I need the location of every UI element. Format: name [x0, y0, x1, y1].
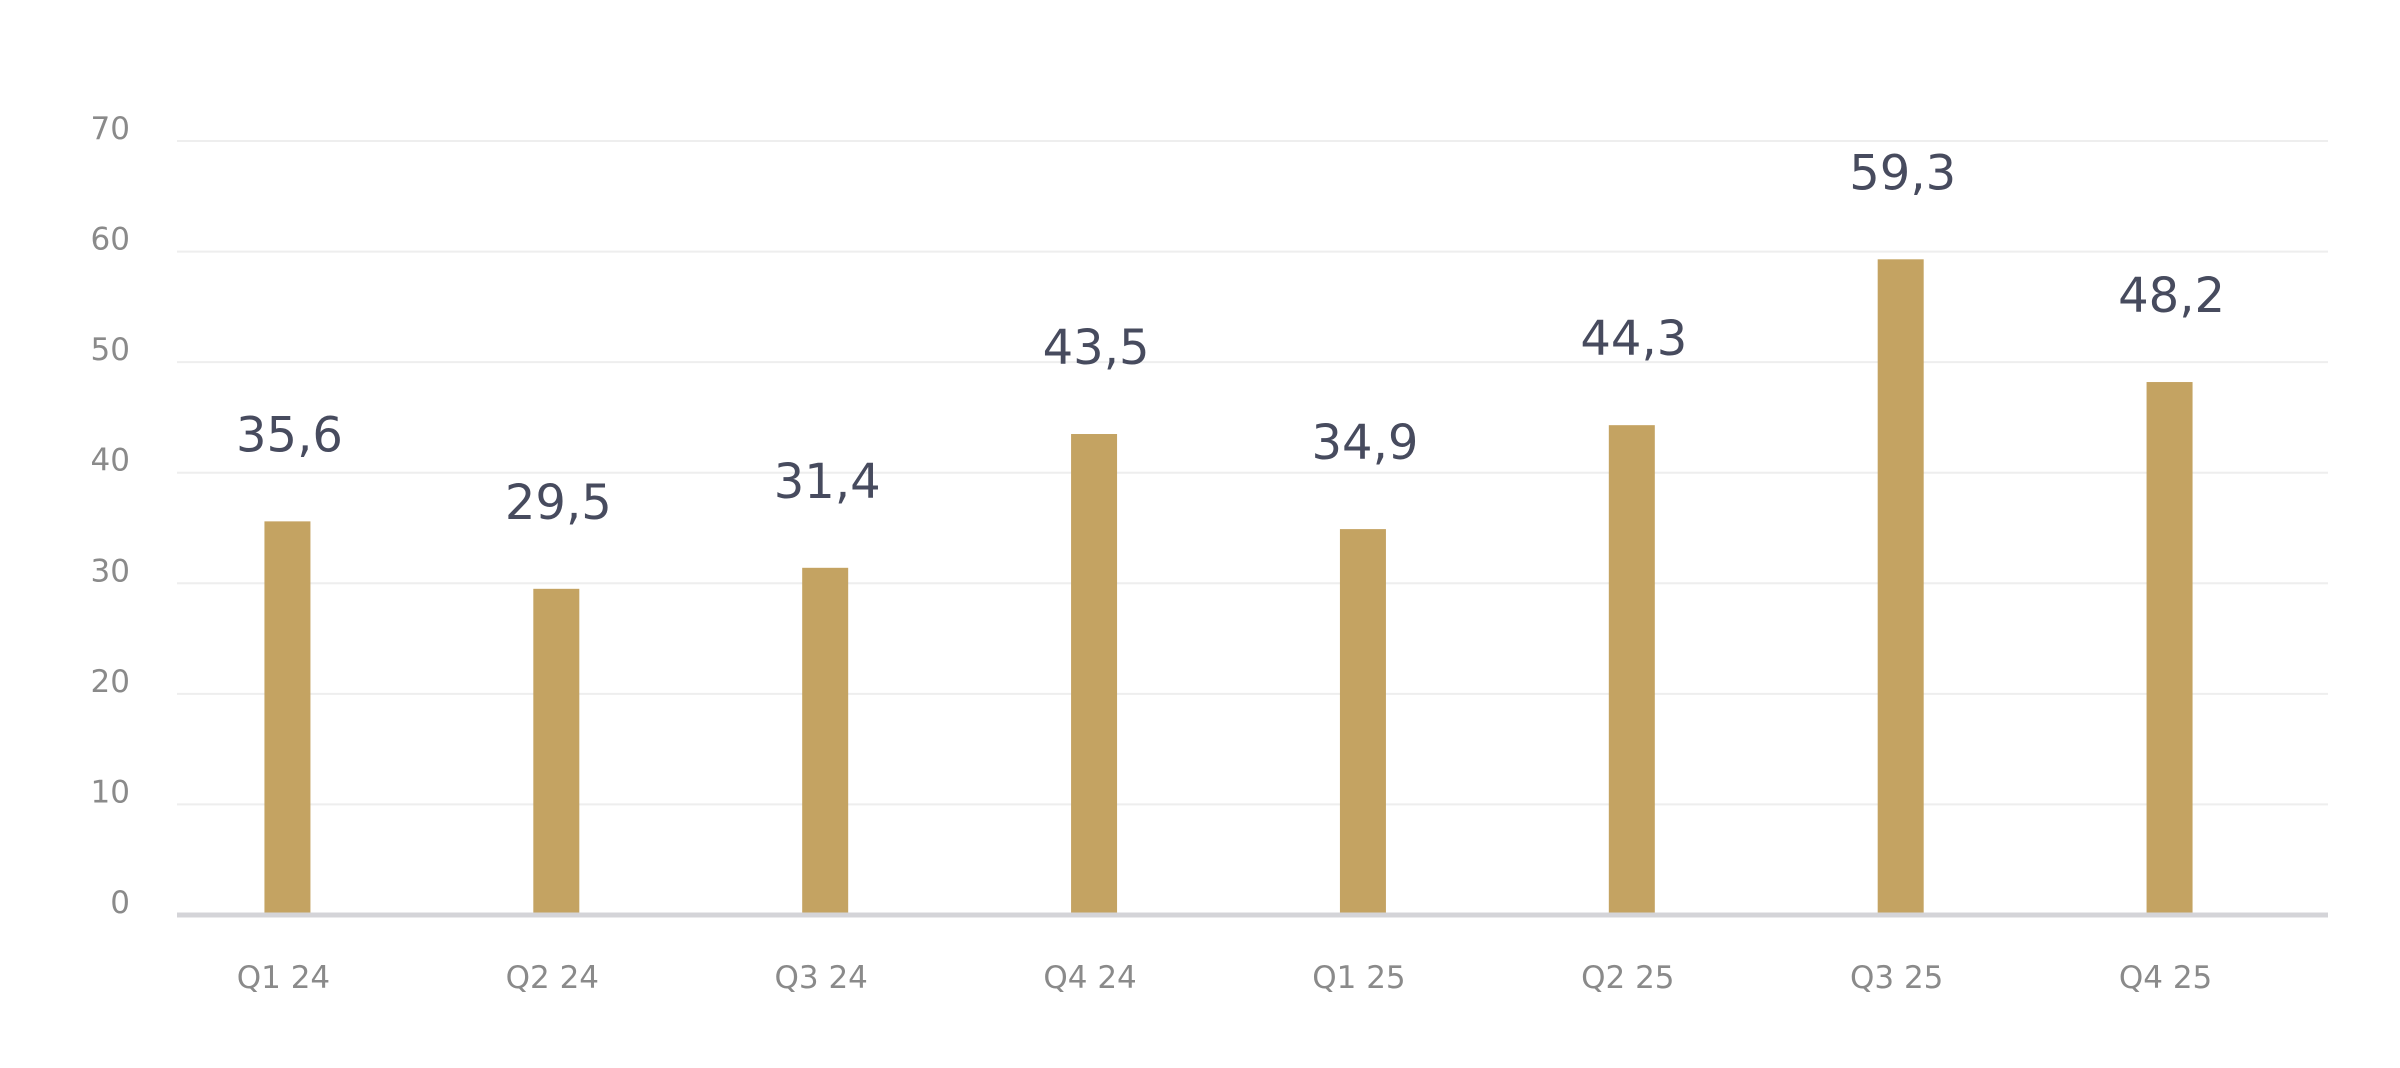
- data-labels: 35,6 29,5 31,4 43,5 34,9 44,3 59,3 48,2: [236, 145, 2225, 531]
- x-tick-label: Q4 24: [1043, 960, 1136, 996]
- x-tick-label: Q3 24: [774, 960, 867, 996]
- x-tick-label: Q4 25: [2119, 960, 2212, 996]
- bar: [1877, 259, 1924, 916]
- x-tick-label: Q2 24: [506, 960, 599, 996]
- bar: [533, 588, 580, 915]
- x-tick-label: Q1 24: [237, 960, 330, 996]
- x-tick-label: Q1 25: [1312, 960, 1405, 996]
- y-tick-label: 20: [91, 664, 130, 700]
- y-tick-label: 10: [91, 774, 130, 810]
- y-tick-label: 0: [110, 885, 130, 921]
- y-tick-label: 70: [91, 111, 130, 147]
- data-label: 43,5: [1043, 320, 1150, 376]
- bar: [2146, 382, 2193, 915]
- y-tick-label: 60: [91, 222, 130, 258]
- x-tick-label: Q3 25: [1850, 960, 1943, 996]
- bar: [264, 521, 311, 915]
- bar: [1071, 434, 1118, 915]
- data-label: 29,5: [505, 475, 612, 531]
- data-label: 34,9: [1312, 415, 1419, 471]
- data-label: 48,2: [2118, 268, 2225, 324]
- y-tick-label: 30: [91, 553, 130, 589]
- data-label: 35,6: [236, 407, 343, 463]
- y-tick-label: 40: [91, 443, 130, 479]
- x-tick-label: Q2 25: [1581, 960, 1674, 996]
- bar: [802, 567, 849, 915]
- bar: [1339, 529, 1386, 915]
- bar: [1608, 425, 1655, 915]
- data-label: 59,3: [1849, 145, 1956, 201]
- y-axis-ticks: 0 10 20 30 40 50 60 70: [91, 111, 130, 921]
- gridlines: [177, 140, 2328, 806]
- y-tick-label: 50: [91, 332, 130, 368]
- bars: [264, 259, 2193, 916]
- data-label: 31,4: [774, 454, 881, 510]
- data-label: 44,3: [1580, 311, 1687, 367]
- x-axis-ticks: Q1 24 Q2 24 Q3 24 Q4 24 Q1 25 Q2 25 Q3 25 Q4 25: [237, 960, 2213, 996]
